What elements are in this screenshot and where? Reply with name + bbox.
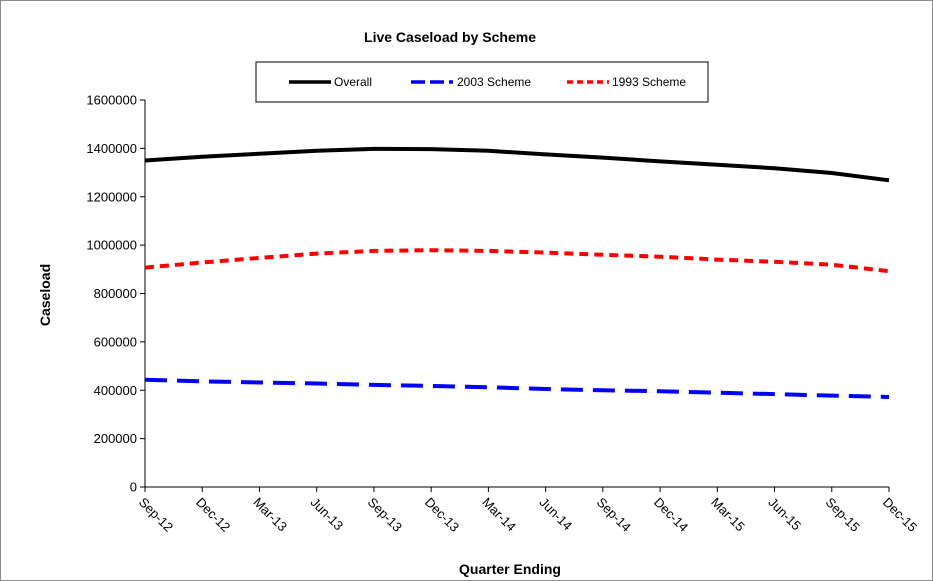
x-tick-label: Mar-15 — [708, 495, 748, 535]
x-tick-label: Dec-15 — [880, 495, 920, 535]
x-axis-label: Quarter Ending — [459, 561, 561, 577]
y-tick-label: 800000 — [94, 286, 137, 301]
x-tick-label: Dec-13 — [422, 495, 462, 535]
y-tick-label: 600000 — [94, 334, 137, 349]
y-tick-label: 0 — [130, 480, 137, 495]
x-tick-label: Dec-12 — [193, 495, 233, 535]
x-tick-label: Jun-15 — [765, 495, 804, 534]
x-tick-label: Jun-14 — [536, 495, 575, 534]
series-line-2003-scheme — [144, 377, 890, 399]
series-layer — [144, 146, 890, 399]
series-line-overall — [144, 146, 890, 183]
x-tick-label: Sep-14 — [594, 495, 634, 535]
y-tick-label: 1000000 — [86, 238, 137, 253]
x-tick-label: Jun-13 — [308, 495, 347, 534]
legend-box — [255, 61, 709, 103]
x-tick-label: Mar-14 — [479, 495, 519, 535]
chart-title: Live Caseload by Scheme — [364, 29, 536, 45]
y-axis-label: Caseload — [37, 264, 53, 326]
legend-label-overall: Overall — [334, 75, 372, 89]
x-tick-label: Sep-12 — [136, 495, 176, 535]
x-tick-label: Dec-14 — [651, 495, 691, 535]
y-tick-label: 200000 — [94, 431, 137, 446]
x-tick-label: Sep-13 — [365, 495, 405, 535]
y-tick-label: 1600000 — [86, 93, 137, 108]
x-tick-label: Sep-15 — [823, 495, 863, 535]
legend-label-1993-scheme: 1993 Scheme — [612, 75, 686, 89]
legend: Overall 2003 Scheme 1993 Scheme — [255, 61, 709, 103]
series-line-1993-scheme — [144, 248, 890, 274]
y-tick-label: 400000 — [94, 383, 137, 398]
legend-label-2003-scheme: 2003 Scheme — [457, 75, 531, 89]
axes: 0 200000 400000 600000 800000 1000000 1200000 1… — [86, 93, 920, 535]
y-tick-label: 1400000 — [86, 141, 137, 156]
y-tick-label: 1200000 — [86, 189, 137, 204]
x-tick-label: Mar-13 — [250, 495, 290, 535]
